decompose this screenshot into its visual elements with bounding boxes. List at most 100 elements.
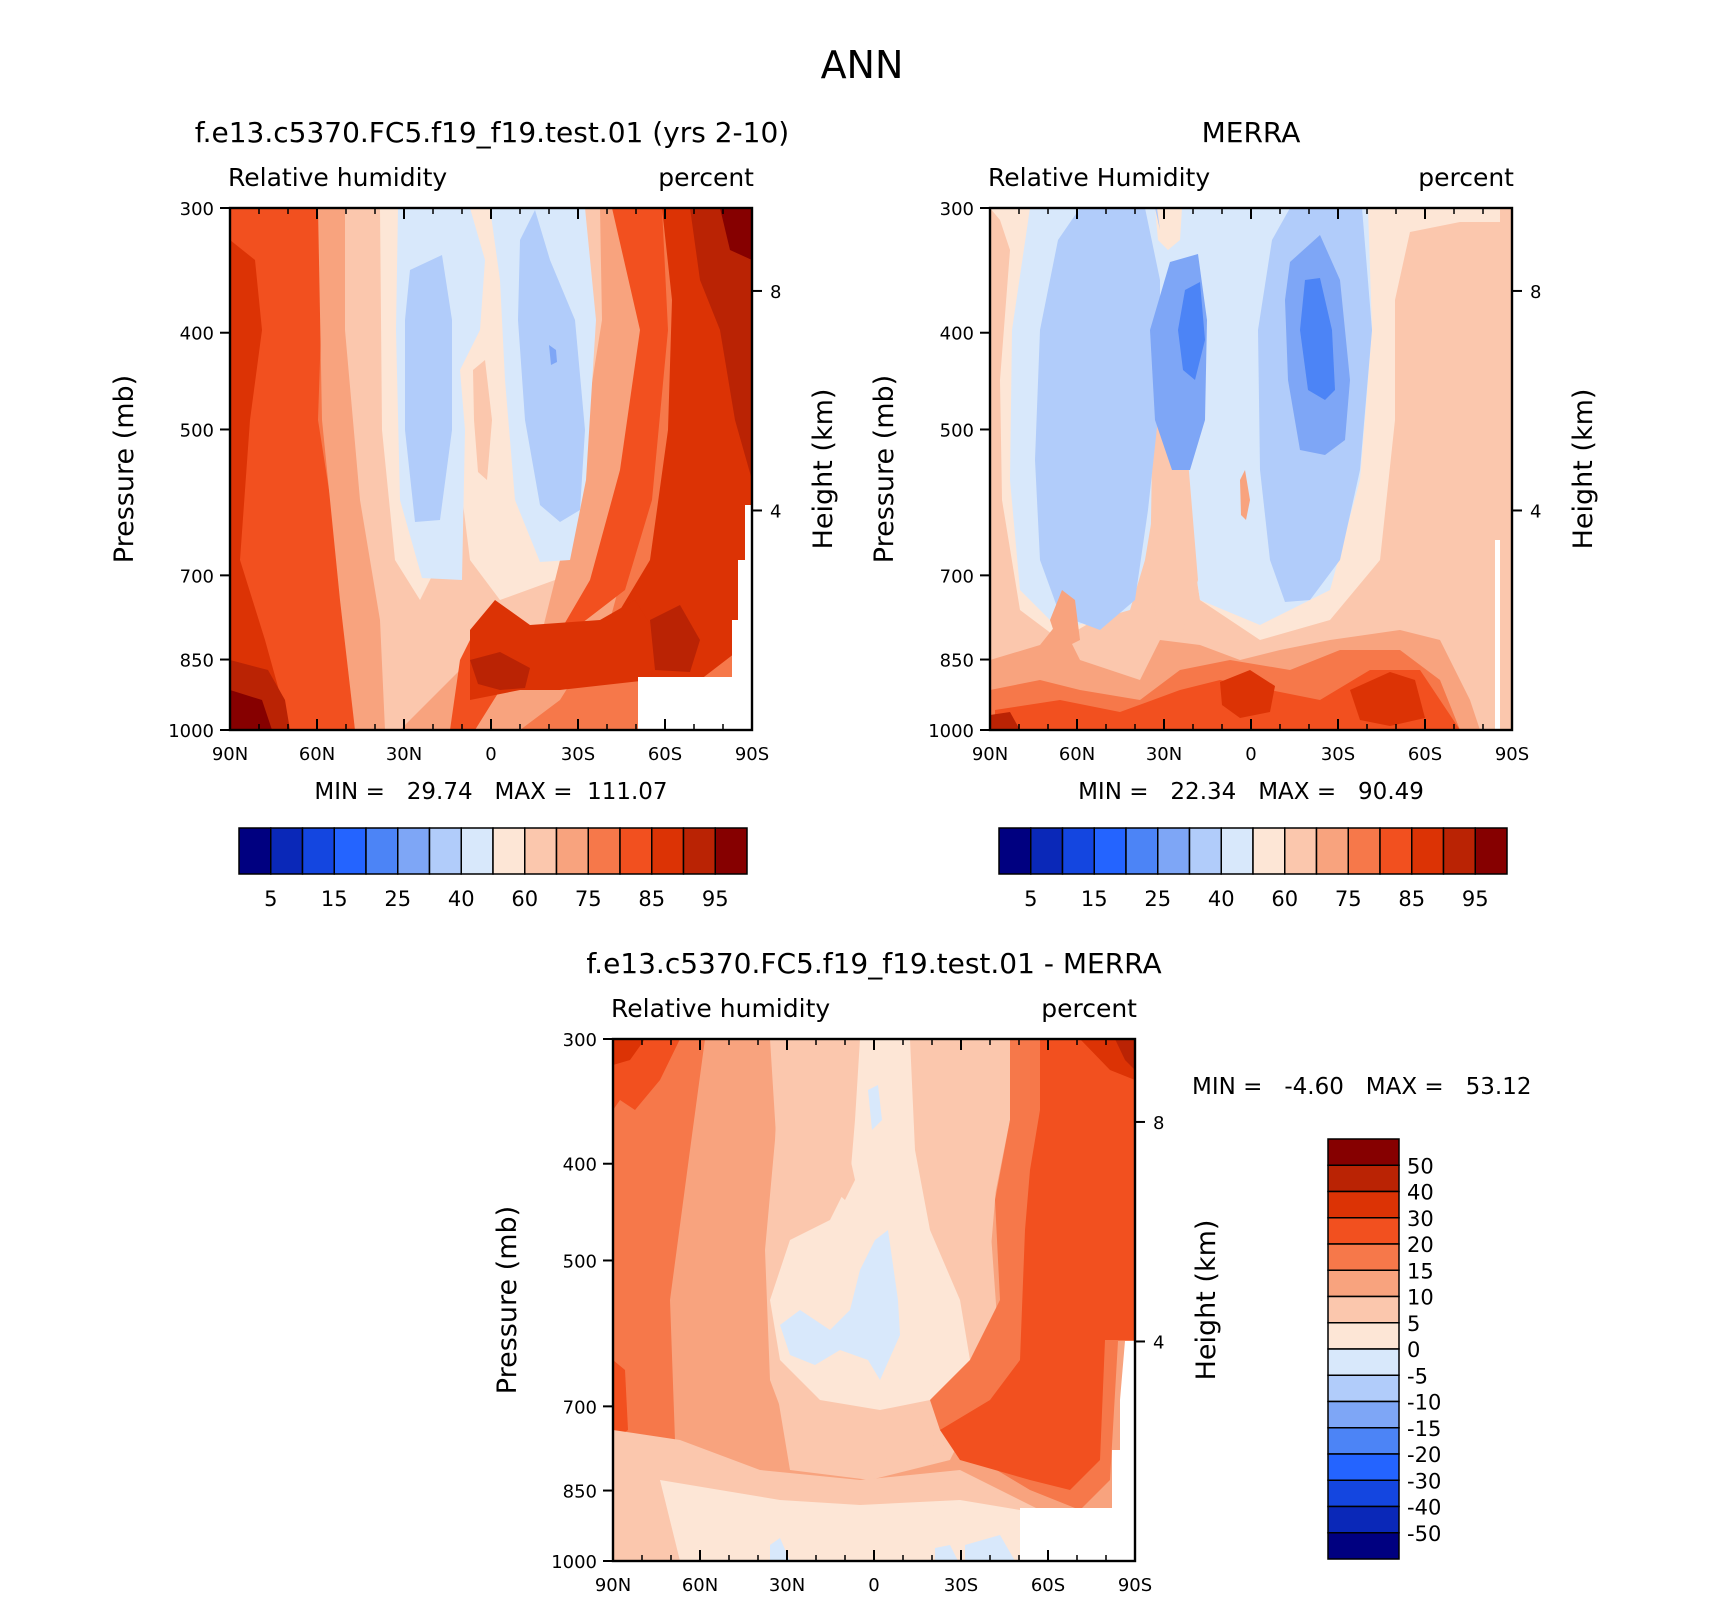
colorbar-label: 15 — [321, 887, 348, 911]
colorbar-swatch — [587, 827, 621, 875]
colorbar-swatch — [1327, 1427, 1400, 1455]
colorbar-swatch — [1327, 1269, 1400, 1298]
x-tick-label: 0 — [485, 744, 496, 765]
axis-ticks: 90N 60N 30N 0 30S 60S 90S 300 400 500 700 850 1000 8 4 — [168, 199, 781, 765]
colorbar-swatch — [682, 827, 716, 875]
y-tick-label: 300 — [940, 199, 974, 220]
colorbar-label: 60 — [1271, 887, 1298, 911]
colorbar-swatch — [1327, 1505, 1400, 1534]
right-label: percent — [658, 163, 754, 192]
colorbar-swatch — [1327, 1453, 1400, 1481]
colorbar-label: 0 — [1407, 1338, 1420, 1362]
colorbar-label: 50 — [1407, 1154, 1434, 1178]
contour-band — [230, 208, 355, 730]
colorbar-swatch — [1327, 1322, 1400, 1350]
x-tick-label: 90S — [1495, 744, 1529, 765]
colorbar-swatch — [1157, 827, 1191, 875]
colorbar: 5 15 25 40 60 75 85 95 — [238, 827, 748, 911]
colorbar-label: -5 — [1407, 1364, 1428, 1388]
contour-band — [1050, 590, 1080, 650]
colorbar-swatch — [1327, 1295, 1400, 1324]
height-tick-label: 4 — [1530, 501, 1541, 522]
x-tick-label: 60S — [1031, 1575, 1065, 1596]
contour-band — [1035, 208, 1160, 630]
colorbar-swatch — [1327, 1190, 1400, 1219]
x-tick-label: 90S — [1118, 1575, 1152, 1596]
colorbar-label: 60 — [511, 887, 538, 911]
contour-band — [834, 1148, 855, 1200]
min-max-stats: MIN = 22.34 MAX = 90.49 — [1078, 779, 1424, 805]
colorbar-swatch — [1379, 827, 1413, 875]
y-tick-label: 300 — [180, 199, 214, 220]
x-tick-label: 0 — [1245, 744, 1256, 765]
y-tick-label: 500 — [180, 420, 214, 441]
contour-band — [965, 1535, 1015, 1561]
main-title: ANN — [821, 43, 904, 87]
colorbar-swatch — [1284, 827, 1318, 875]
y-tick-label: 400 — [563, 1155, 597, 1176]
y-tick-label: 1000 — [928, 721, 974, 742]
left-label: Relative Humidity — [988, 163, 1210, 192]
colorbar-label: 40 — [1407, 1181, 1434, 1205]
x-tick-label: 30S — [1321, 744, 1355, 765]
y-axis-label-right: Height (km) — [1568, 389, 1599, 550]
y-tick-label: 400 — [940, 324, 974, 345]
contour-band — [1500, 208, 1512, 505]
y-tick-label: 850 — [940, 651, 974, 672]
contour-field-difference — [613, 1039, 1135, 1561]
y-axis-label-right: Height (km) — [808, 389, 839, 550]
right-label: percent — [1418, 163, 1514, 192]
colorbar-swatch — [1327, 1138, 1400, 1166]
x-tick-label: 90N — [212, 744, 248, 765]
y-axis-label-right: Height (km) — [1191, 1220, 1222, 1381]
axis-ticks: 90N 60N 30N 0 30S 60S 90S 300 400 500 700 850 1000 8 4 — [928, 199, 1541, 765]
contour-band — [1178, 282, 1205, 380]
colorbar-swatch — [1411, 827, 1445, 875]
contour-band — [518, 210, 585, 522]
y-tick-label: 400 — [180, 324, 214, 345]
colorbar-swatch — [1327, 1400, 1400, 1429]
contour-band — [990, 712, 1020, 730]
y-tick-label: 700 — [180, 566, 214, 587]
panel-difference: 90N 60N 30N 0 30S 60S 90S300400500700850100084… — [492, 947, 1532, 1596]
colorbar-label: 5 — [1024, 887, 1037, 911]
panel-title-difference: f.e13.c5370.FC5.f19_f19.test.01 - MERRA — [586, 947, 1161, 980]
contour-band — [770, 1039, 970, 1410]
x-tick-label: 90N — [595, 1575, 631, 1596]
colorbar-swatch — [238, 827, 272, 875]
colorbar-swatch — [270, 827, 304, 875]
colorbar-swatch — [1347, 827, 1381, 875]
contour-band — [720, 208, 752, 260]
x-tick-label: 60N — [299, 744, 335, 765]
colorbar: 5 15 25 40 60 75 85 95 — [998, 827, 1508, 911]
y-axis-label: Pressure (mb) — [492, 1206, 523, 1394]
colorbar-swatch — [333, 827, 367, 875]
contour-band — [660, 1480, 1020, 1561]
colorbar-swatch — [492, 827, 526, 875]
y-axis-label: Pressure (mb) — [869, 375, 900, 563]
colorbar-swatch — [714, 827, 748, 875]
colorbar-label: 75 — [575, 887, 602, 911]
colorbar-swatch — [428, 827, 462, 875]
y-tick-label: 850 — [563, 1482, 597, 1503]
colorbar-swatch — [1188, 827, 1222, 875]
colorbar-label: 40 — [1208, 887, 1235, 911]
x-tick-label: 30N — [769, 1575, 805, 1596]
contour-band — [613, 1360, 628, 1440]
x-tick-label: 30S — [944, 1575, 978, 1596]
colorbar-swatch — [619, 827, 653, 875]
colorbar-label: 75 — [1335, 887, 1362, 911]
contour-band — [690, 208, 752, 480]
colorbar-swatch — [1327, 1479, 1400, 1508]
contour-band — [1300, 278, 1335, 400]
colorbar-swatch — [1327, 1164, 1400, 1193]
left-label: Relative humidity — [611, 994, 830, 1023]
min-max-stats: MIN = -4.60 MAX = 53.12 — [1192, 1074, 1532, 1100]
panel-title-model: f.e13.c5370.FC5.f19_f19.test.01 (yrs 2-1… — [195, 116, 789, 149]
colorbar-swatch — [1061, 827, 1095, 875]
missing-data — [638, 435, 752, 730]
colorbar-swatch — [1474, 827, 1508, 875]
colorbar-label: -50 — [1407, 1522, 1441, 1546]
contour-band — [1350, 672, 1425, 726]
